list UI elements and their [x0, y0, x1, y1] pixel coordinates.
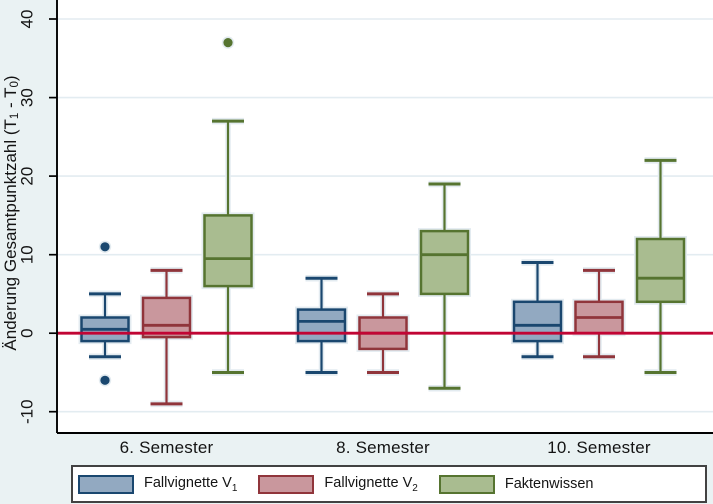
fallvignette-v1-8-semester-box — [296, 308, 347, 343]
fallvignette-v1-10-semester-box — [512, 300, 563, 343]
fallvignette-v2-6-semester-box — [141, 296, 192, 339]
legend-swatch-faktenwissen — [438, 474, 495, 494]
faktenwissen-8-semester-box — [419, 229, 470, 296]
y-axis-title: Änderung Gesamtpunktzahl (T1 - T0) — [1, 75, 22, 350]
x-axis-label-10-semester: 10. Semester — [547, 438, 651, 457]
y-tick-label-0: 0 — [18, 328, 37, 337]
fallvignette-v1-6-semester-outlier--6 — [100, 375, 110, 385]
legend-label-fallvignette-v2: Fallvignette V2 — [324, 474, 418, 494]
y-tick-label--10: -10 — [18, 399, 37, 424]
y-tick-label-30: 30 — [18, 88, 37, 107]
legend-swatch-fallvignette-v1 — [78, 474, 134, 494]
legend-item-faktenwissen: Faktenwissen — [438, 474, 594, 494]
faktenwissen-10-semester-box — [635, 237, 686, 304]
y-tick-label-10: 10 — [18, 245, 37, 264]
legend-item-fallvignette-v1: Fallvignette V1 — [78, 474, 238, 494]
legend-label-faktenwissen: Faktenwissen — [504, 476, 594, 492]
legend-item-fallvignette-v2: Fallvignette V2 — [258, 474, 418, 494]
fallvignette-v1-6-semester-outlier-11 — [100, 242, 110, 252]
legend: Fallvignette V1 Fallvignette V2 Faktenwiss… — [71, 465, 707, 503]
faktenwissen-6-semester-outlier-37 — [223, 38, 233, 48]
legend-swatch-fallvignette-v2 — [258, 474, 315, 494]
y-tick-label-40: 40 — [18, 10, 37, 29]
legend-label-fallvignette-v1: Fallvignette V1 — [144, 474, 238, 494]
faktenwissen-6-semester-box — [203, 214, 253, 288]
y-tick-label-20: 20 — [18, 167, 37, 186]
x-axis-label-6-semester: 6. Semester — [119, 438, 214, 457]
x-axis-label-8-semester: 8. Semester — [336, 438, 430, 457]
